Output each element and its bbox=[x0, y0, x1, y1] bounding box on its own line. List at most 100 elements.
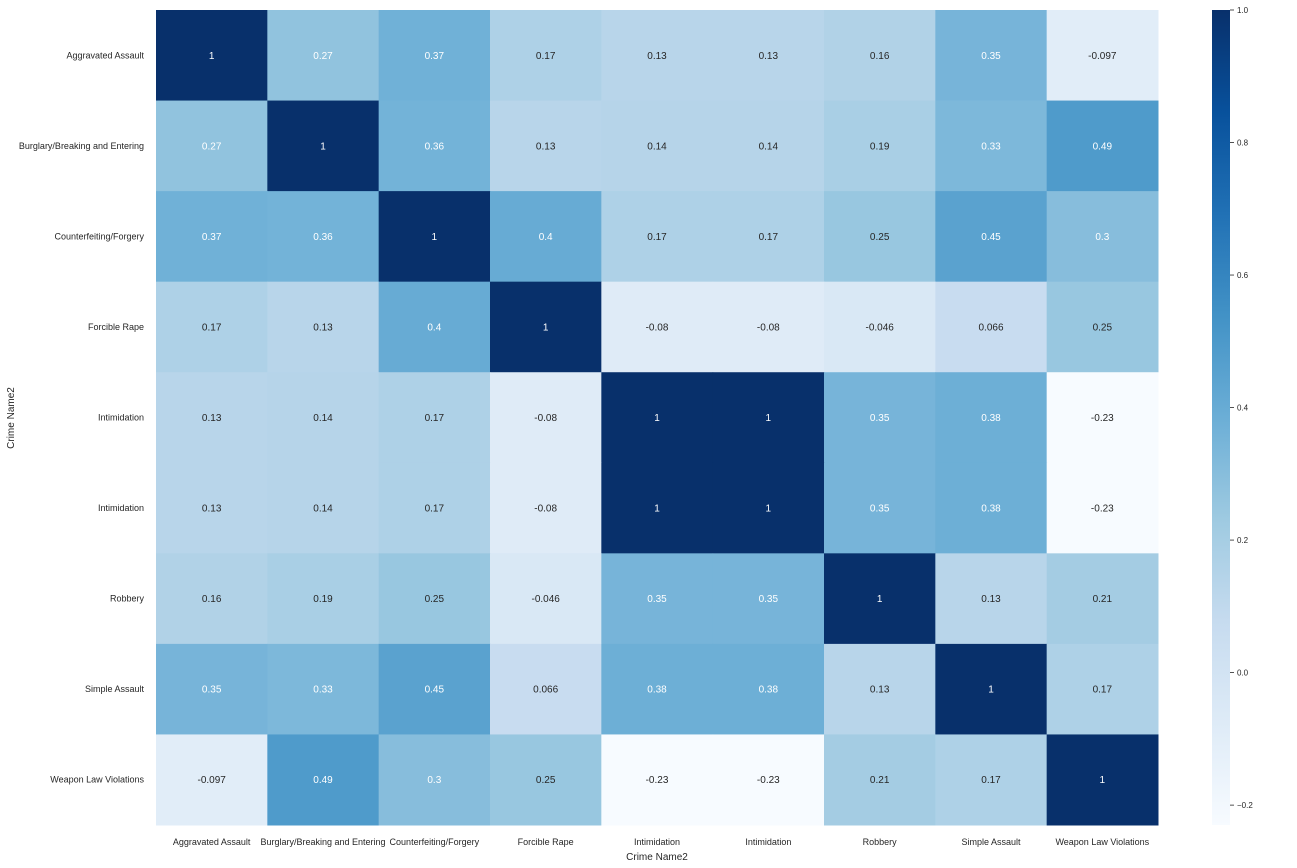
cell-value-label: 0.13 bbox=[202, 504, 222, 515]
heatmap-cell bbox=[601, 10, 714, 102]
x-axis-label: Crime Name2 bbox=[626, 852, 688, 863]
heatmap-cell bbox=[156, 10, 268, 102]
x-tick-label: Intimidation bbox=[634, 837, 680, 847]
cell-value-label: 0.16 bbox=[870, 51, 890, 62]
cell-value-label: -0.046 bbox=[531, 594, 560, 605]
cell-value-label: 0.49 bbox=[1093, 141, 1113, 152]
heatmap-cell bbox=[490, 10, 602, 102]
heatmap-cell bbox=[156, 191, 268, 283]
heatmap-cell bbox=[156, 553, 268, 645]
cell-value-label: 0.25 bbox=[870, 232, 890, 243]
cell-value-label: 0.35 bbox=[759, 594, 779, 605]
cell-value-label: 0.33 bbox=[313, 685, 333, 696]
cell-value-label: 0.35 bbox=[647, 594, 667, 605]
cell-value-label: 1 bbox=[209, 51, 215, 62]
cell-value-label: 0.38 bbox=[981, 504, 1001, 515]
heatmap-cell bbox=[267, 10, 380, 102]
cell-value-label: 0.17 bbox=[1093, 685, 1113, 696]
heatmap-cell bbox=[1046, 372, 1159, 464]
cell-value-label: -0.097 bbox=[1088, 51, 1117, 62]
cell-value-label: 0.36 bbox=[313, 232, 333, 243]
heatmap-cell bbox=[712, 462, 825, 554]
heatmap-cell bbox=[378, 643, 491, 735]
heatmap-cell bbox=[824, 462, 936, 554]
heatmap-cell bbox=[824, 734, 936, 826]
heatmap-cell bbox=[490, 372, 602, 464]
heatmap-cell bbox=[1046, 10, 1159, 102]
cell-value-label: 0.35 bbox=[870, 504, 890, 515]
y-tick-label: Robbery bbox=[110, 594, 145, 604]
heatmap-cell bbox=[1046, 462, 1159, 554]
cell-value-label: 0.19 bbox=[313, 594, 333, 605]
cell-value-label: 1 bbox=[766, 413, 772, 424]
heatmap-cell bbox=[1046, 643, 1159, 735]
y-tick-label: Simple Assault bbox=[85, 684, 145, 694]
cell-value-label: -0.08 bbox=[534, 504, 557, 515]
heatmap-cell bbox=[824, 372, 936, 464]
y-axis-label: Crime Name2 bbox=[6, 387, 17, 449]
colorbar-tick-label: 0.4 bbox=[1237, 404, 1249, 413]
cell-value-label: 0.17 bbox=[536, 51, 556, 62]
cell-value-label: -0.23 bbox=[1091, 504, 1114, 515]
cell-value-label: 0.27 bbox=[313, 51, 333, 62]
heatmap-cell bbox=[267, 100, 380, 192]
heatmap-cell bbox=[156, 462, 268, 554]
cell-value-label: 0.37 bbox=[425, 51, 445, 62]
x-tick-label: Simple Assault bbox=[961, 837, 1021, 847]
x-tick-labels: Aggravated Assault Burglary/Breaking and … bbox=[173, 837, 1150, 847]
cell-value-label: 0.13 bbox=[202, 413, 222, 424]
cell-value-label: 0.25 bbox=[536, 775, 556, 786]
heatmap-cell bbox=[490, 462, 602, 554]
x-tick-label: Burglary/Breaking and Entering bbox=[260, 837, 385, 847]
colorbar-tick-label: 0.0 bbox=[1237, 669, 1249, 678]
colorbar-tick-label: 0.6 bbox=[1237, 271, 1249, 280]
colorbar-tick-label: −0.2 bbox=[1237, 801, 1253, 810]
cell-value-label: 0.066 bbox=[978, 322, 1003, 333]
y-tick-label: Intimidation bbox=[98, 413, 144, 423]
heatmap-cell bbox=[1046, 191, 1159, 283]
cell-value-label: 0.38 bbox=[759, 685, 779, 696]
heatmap-cell bbox=[378, 462, 491, 554]
heatmap-cell bbox=[378, 10, 491, 102]
cell-value-label: 0.17 bbox=[202, 322, 222, 333]
heatmap-cell bbox=[601, 281, 714, 373]
colorbar-tick-label: 0.8 bbox=[1237, 139, 1249, 148]
cell-value-label: 0.4 bbox=[427, 322, 441, 333]
cell-value-label: 0.38 bbox=[647, 685, 667, 696]
cell-value-label: 0.14 bbox=[313, 504, 333, 515]
heatmap-cell bbox=[490, 643, 602, 735]
heatmap-cell bbox=[824, 100, 936, 192]
heatmap-cell bbox=[1046, 553, 1159, 645]
cell-value-label: 0.45 bbox=[981, 232, 1001, 243]
colorbar-ticks: 1.0 0.8 0.6 0.4 0.2 0.0 −0.2 bbox=[1230, 6, 1253, 810]
heatmap-cell bbox=[490, 734, 602, 826]
cell-value-label: 0.36 bbox=[425, 141, 445, 152]
cell-value-label: 0.17 bbox=[425, 504, 445, 515]
colorbar-tick-label: 1.0 bbox=[1237, 6, 1249, 15]
cell-value-label: -0.08 bbox=[534, 413, 557, 424]
heatmap-cell bbox=[935, 462, 1048, 554]
cell-value-label: 0.49 bbox=[313, 775, 333, 786]
colorbar: 1.0 0.8 0.6 0.4 0.2 0.0 −0.2 bbox=[1212, 6, 1253, 825]
heatmap-cell bbox=[490, 281, 602, 373]
cell-value-label: 1 bbox=[320, 141, 326, 152]
heatmap-cell bbox=[712, 100, 825, 192]
heatmap-cell bbox=[1046, 734, 1159, 826]
heatmap-cell bbox=[935, 372, 1048, 464]
heatmap-cell bbox=[601, 553, 714, 645]
cell-value-label: 1 bbox=[766, 504, 772, 515]
heatmap-cell bbox=[712, 734, 825, 826]
heatmap-cell bbox=[490, 191, 602, 283]
cell-value-label: 0.13 bbox=[647, 51, 667, 62]
heatmap-cell bbox=[156, 281, 268, 373]
heatmap-cell bbox=[156, 643, 268, 735]
cell-value-label: -0.097 bbox=[197, 775, 226, 786]
heatmap-cell bbox=[601, 734, 714, 826]
heatmap-cell bbox=[490, 553, 602, 645]
heatmap-cell bbox=[378, 553, 491, 645]
cell-value-label: 0.17 bbox=[981, 775, 1001, 786]
heatmap-cell bbox=[601, 643, 714, 735]
cell-value-label: 0.14 bbox=[759, 141, 779, 152]
y-tick-label: Aggravated Assault bbox=[66, 50, 144, 60]
heatmap-cell bbox=[712, 10, 825, 102]
